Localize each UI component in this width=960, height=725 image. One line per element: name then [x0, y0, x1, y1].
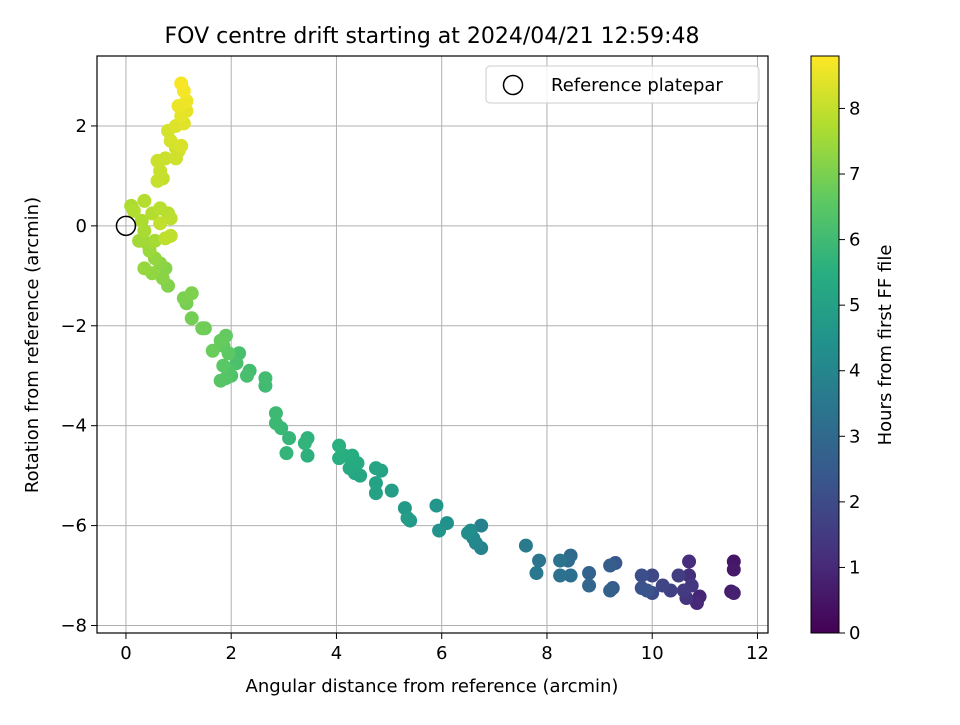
data-point — [213, 373, 228, 388]
data-point — [603, 558, 618, 573]
x-tick-label: 6 — [436, 643, 447, 664]
data-point — [429, 498, 444, 513]
data-point — [634, 568, 649, 583]
data-point — [563, 568, 578, 583]
data-point — [158, 231, 173, 246]
data-point — [645, 568, 660, 583]
data-point — [432, 523, 447, 538]
data-point — [279, 446, 294, 461]
y-tick-label: −4 — [60, 416, 87, 437]
reference-platepar-point — [115, 215, 137, 237]
axis-ticks: 0 2 4 6 8 10 12 2 0 −2 −4 −6 −8 — [60, 116, 768, 664]
data-point — [603, 583, 618, 598]
colorbar-tick-label: 4 — [849, 361, 860, 382]
data-point — [155, 271, 170, 286]
data-point — [676, 583, 691, 598]
colorbar-label: Hours from first FF file — [875, 245, 896, 446]
legend-marker-icon — [502, 74, 524, 96]
data-point — [689, 596, 704, 611]
data-point — [216, 358, 231, 373]
data-point — [268, 406, 283, 421]
data-point — [297, 436, 312, 451]
data-point — [137, 193, 152, 208]
colorbar-tick-label: 5 — [849, 295, 860, 316]
grid-lines — [97, 56, 768, 633]
data-point — [553, 553, 568, 568]
data-point — [158, 151, 173, 166]
data-point — [461, 526, 476, 541]
data-points — [124, 76, 741, 611]
data-point — [553, 568, 568, 583]
legend-label: Reference platepar — [551, 75, 723, 96]
data-point — [368, 486, 383, 501]
colorbar-ticks: 0 1 2 3 4 5 6 7 8 — [839, 98, 860, 644]
data-point — [205, 343, 220, 358]
colorbar-tick-label: 6 — [849, 230, 860, 251]
y-tick-label: 2 — [76, 116, 87, 137]
data-point — [518, 538, 533, 553]
data-point — [529, 566, 544, 581]
y-tick-label: 0 — [76, 216, 87, 237]
x-tick-label: 4 — [331, 643, 342, 664]
colorbar-frame — [810, 55, 840, 634]
y-tick-label: −2 — [60, 316, 87, 337]
reference-marker — [115, 215, 137, 237]
colorbar-tick-label: 3 — [849, 426, 860, 447]
data-point — [174, 138, 189, 153]
colorbar-tick-label: 8 — [849, 98, 860, 119]
x-tick-label: 10 — [641, 643, 664, 664]
data-point — [726, 586, 741, 601]
data-point — [368, 461, 383, 476]
y-tick-label: −8 — [60, 616, 87, 637]
data-point — [195, 321, 210, 336]
data-point — [134, 213, 149, 228]
data-point — [184, 311, 199, 326]
x-axis-label: Angular distance from reference (arcmin) — [246, 676, 619, 697]
data-point — [682, 554, 697, 569]
x-tick-label: 8 — [541, 643, 552, 664]
data-point — [300, 448, 315, 463]
data-point — [126, 203, 141, 218]
colorbar-tick-label: 7 — [849, 164, 860, 185]
data-point — [671, 568, 686, 583]
data-point — [258, 371, 273, 386]
data-point — [137, 261, 152, 276]
data-point — [239, 368, 254, 383]
colorbar-tick-label: 1 — [849, 557, 860, 578]
data-point — [582, 578, 597, 593]
y-tick-label: −6 — [60, 516, 87, 537]
data-point — [655, 578, 670, 593]
data-point — [474, 518, 489, 533]
data-point — [582, 566, 597, 581]
data-point — [400, 511, 415, 526]
chart-title: FOV centre drift starting at 2024/04/21 … — [165, 24, 700, 49]
data-point — [213, 333, 228, 348]
data-point — [282, 431, 297, 446]
data-point — [153, 216, 168, 231]
x-tick-label: 12 — [746, 643, 769, 664]
data-point — [639, 583, 654, 598]
data-point — [532, 553, 547, 568]
data-point — [163, 211, 178, 226]
colorbar-tick-label: 0 — [849, 623, 860, 644]
data-point — [368, 476, 383, 491]
data-point — [332, 451, 347, 466]
data-point — [726, 562, 741, 577]
legend: Reference platepar — [485, 65, 760, 104]
x-tick-label: 2 — [225, 643, 236, 664]
plot-frame — [96, 55, 769, 634]
legend-box — [485, 65, 760, 104]
data-point — [174, 76, 189, 91]
colorbar — [811, 56, 839, 633]
colorbar-tick-label: 2 — [849, 492, 860, 513]
data-point — [268, 416, 283, 431]
y-axis-label: Rotation from reference (arcmin) — [22, 197, 43, 493]
data-point — [184, 286, 199, 301]
data-point — [147, 233, 162, 248]
data-point — [332, 438, 347, 453]
x-tick-label: 0 — [120, 643, 131, 664]
data-point — [384, 483, 399, 498]
